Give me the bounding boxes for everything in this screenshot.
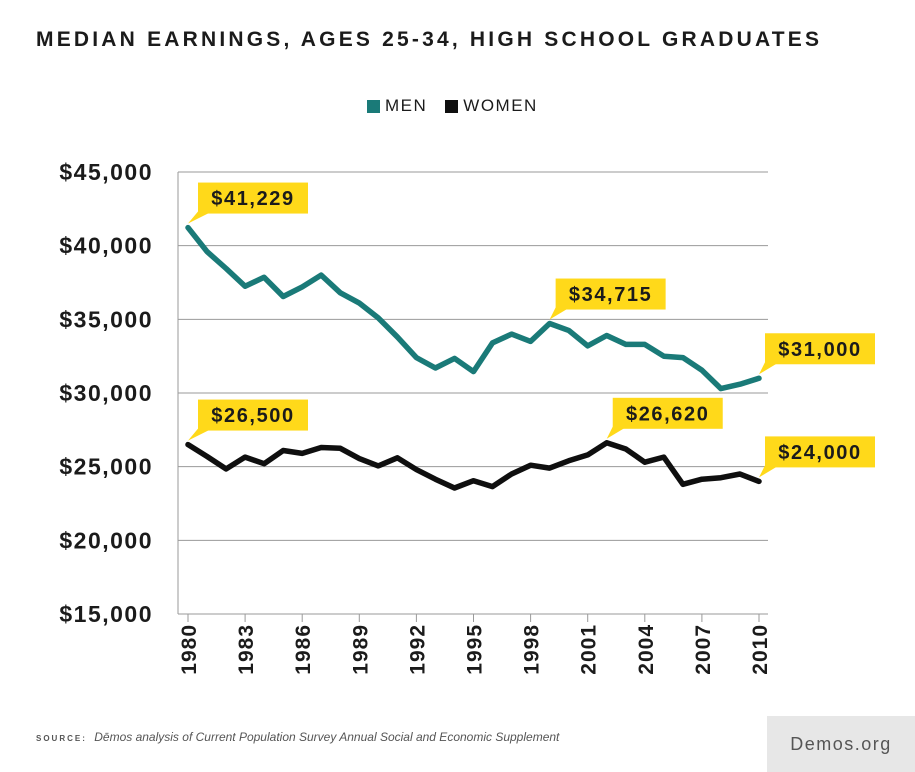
source-label: SOURCE: bbox=[36, 734, 87, 743]
callout-pointer bbox=[759, 465, 779, 478]
source-text: Dēmos analysis of Current Population Sur… bbox=[94, 730, 560, 744]
x-tick-label: 1980 bbox=[178, 624, 201, 675]
y-tick-label: $30,000 bbox=[59, 380, 153, 406]
x-tick-label: 1998 bbox=[521, 624, 544, 675]
chart-title: MEDIAN EARNINGS, AGES 25-34, HIGH SCHOOL… bbox=[36, 28, 823, 51]
x-tick-label: 2001 bbox=[578, 624, 601, 675]
callout-label: $41,229 bbox=[211, 188, 295, 210]
callout-pointer bbox=[759, 362, 779, 375]
legend-item-women: WOMEN bbox=[445, 96, 538, 116]
legend-swatch-women bbox=[445, 99, 459, 113]
callout-pointer bbox=[188, 211, 212, 224]
x-tick-label: 1989 bbox=[349, 624, 372, 675]
callout-label: $31,000 bbox=[778, 339, 862, 361]
x-tick-label: 1995 bbox=[464, 624, 487, 675]
x-tick-label: 2007 bbox=[692, 624, 715, 675]
legend-label-men: MEN bbox=[385, 96, 428, 115]
x-tick-label: 2010 bbox=[749, 624, 772, 675]
series-line-women bbox=[185, 440, 762, 491]
x-tick-label: 1986 bbox=[292, 624, 315, 675]
y-tick-label: $35,000 bbox=[59, 306, 153, 332]
y-tick-label: $15,000 bbox=[59, 601, 153, 627]
x-tick-label: 2004 bbox=[635, 624, 658, 675]
callout-label: $26,500 bbox=[211, 405, 295, 427]
callout-label: $24,000 bbox=[778, 442, 862, 464]
y-tick-label: $40,000 bbox=[59, 233, 153, 259]
series-line-men bbox=[185, 224, 762, 392]
callout-box bbox=[555, 278, 666, 310]
callout-box bbox=[765, 436, 875, 468]
callout-label: $26,620 bbox=[626, 403, 710, 425]
source-note: SOURCE: Dēmos analysis of Current Popula… bbox=[36, 730, 559, 744]
x-tick-label: 1983 bbox=[235, 624, 258, 675]
callout-box bbox=[198, 399, 308, 431]
legend-swatch-men bbox=[367, 99, 380, 113]
callout-pointer bbox=[549, 307, 570, 320]
legend-item-men: MEN bbox=[367, 96, 427, 116]
brand-logo: Demos.org bbox=[767, 716, 915, 772]
callout-box bbox=[765, 333, 875, 365]
callout-pointer bbox=[606, 426, 627, 439]
callout-box bbox=[198, 182, 308, 214]
y-tick-label: $25,000 bbox=[59, 454, 153, 480]
callout-box bbox=[612, 397, 723, 429]
legend-label-women: WOMEN bbox=[463, 96, 538, 115]
y-tick-label: $45,000 bbox=[59, 159, 153, 185]
x-tick-label: 1992 bbox=[406, 624, 429, 675]
callout-label: $34,715 bbox=[569, 284, 653, 306]
callout-pointer bbox=[188, 428, 212, 441]
y-tick-label: $20,000 bbox=[59, 527, 153, 553]
line-chart: $15,000 $20,000 $25,000 $30,000 $35,000 $40,0… bbox=[59, 159, 875, 675]
legend: MEN WOMEN bbox=[367, 96, 556, 116]
